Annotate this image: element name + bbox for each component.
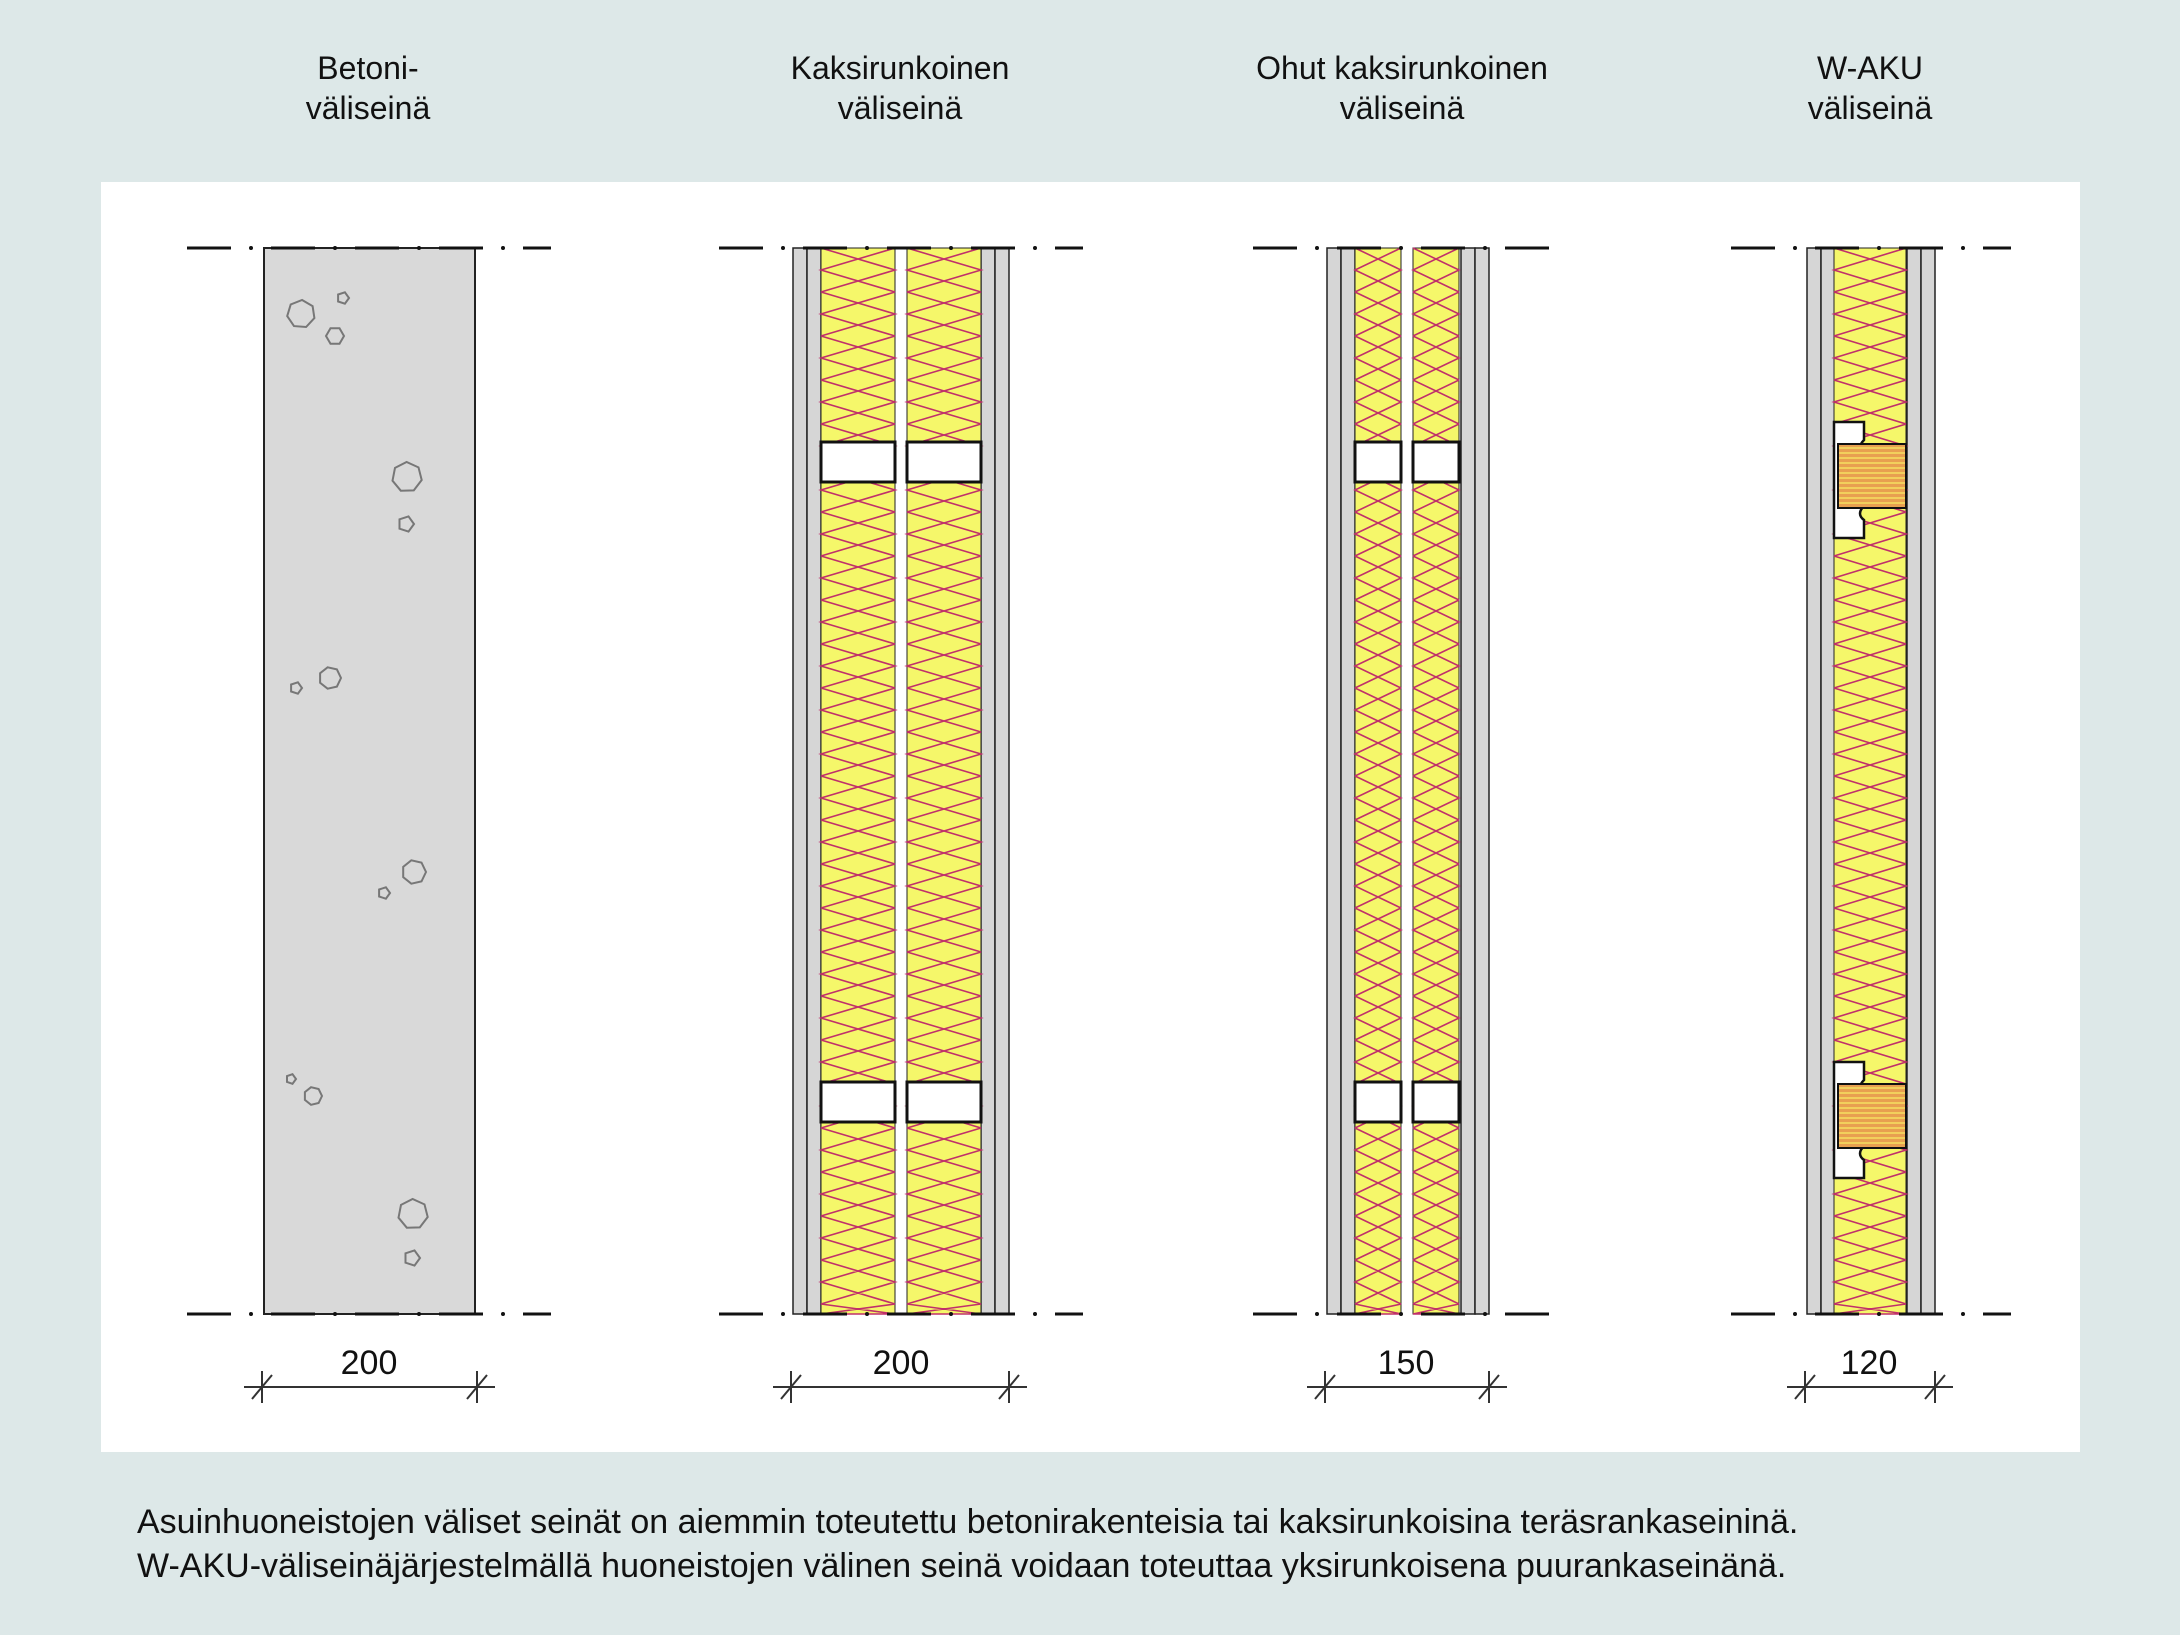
- gypsum-board: [980, 247, 996, 1315]
- steel-stud: [905, 1080, 983, 1124]
- gypsum-board: [1906, 247, 1922, 1315]
- steel-stud: [1411, 1080, 1461, 1124]
- gypsum-board: [994, 247, 1010, 1315]
- gypsum-board: [806, 247, 822, 1315]
- break-line-dot: [249, 246, 253, 250]
- caption: Asuinhuoneistojen väliset seinät on aiem…: [137, 1500, 2117, 1588]
- dimension-tick: [998, 1374, 1020, 1400]
- break-line-dot: [781, 246, 785, 250]
- break-line-dot: [249, 1312, 253, 1316]
- thickness-label-w-aku: 120: [1840, 1344, 1898, 1382]
- drawing-panel: 200 200 150 120: [101, 182, 2080, 1452]
- title-line-2: väliseinä: [837, 90, 963, 126]
- title-kaksirunkoinen: Kaksirunkoinen väliseinä: [700, 48, 1100, 128]
- wall-sections-diagram: [187, 246, 2011, 1403]
- gypsum-board: [1806, 247, 1822, 1315]
- break-line-dot: [501, 246, 505, 250]
- break-line-dot: [1961, 246, 1965, 250]
- break-line-dot: [333, 1312, 337, 1316]
- steel-stud: [1353, 1080, 1403, 1124]
- caption-line-2: W-AKU-väliseinäjärjestelmällä huoneistoj…: [137, 1547, 1787, 1585]
- wall-section-ohut-kaksirunkoinen: [1253, 246, 1549, 1403]
- gypsum-board: [1460, 247, 1476, 1315]
- break-line-dot: [781, 1312, 785, 1316]
- gypsum-board: [792, 247, 808, 1315]
- break-line-dot: [1877, 246, 1881, 250]
- dimension-tick: [1924, 1374, 1946, 1400]
- break-line-dot: [1793, 246, 1797, 250]
- steel-stud: [1411, 440, 1461, 484]
- break-line-dot: [333, 246, 337, 250]
- steel-stud: [1353, 440, 1403, 484]
- title-line-2: väliseinä: [305, 90, 431, 126]
- aggregate-stone: [402, 859, 428, 885]
- break-line-dot: [1483, 246, 1487, 250]
- break-line-dot: [1033, 246, 1037, 250]
- steel-stud: [905, 440, 983, 484]
- gypsum-board: [1340, 247, 1356, 1315]
- wall-section-betoni: [187, 246, 551, 1403]
- break-line-dot: [1483, 1312, 1487, 1316]
- break-line-dot: [1033, 1312, 1037, 1316]
- aggregate-stone: [303, 1086, 324, 1106]
- dimension-tick: [251, 1374, 273, 1400]
- steel-stud: [819, 1080, 897, 1124]
- aggregate-stone: [286, 298, 316, 329]
- concrete-slab: [263, 247, 476, 1315]
- aggregate-stone: [404, 1249, 422, 1267]
- dimension-tick: [780, 1374, 802, 1400]
- aggregate-stone: [319, 666, 343, 690]
- break-line-dot: [865, 1312, 869, 1316]
- title-betoni: Betoni- väliseinä: [168, 48, 568, 128]
- wall-section-kaksirunkoinen: [719, 246, 1083, 1403]
- insulation-fill: [820, 247, 896, 1315]
- aggregate-stone: [286, 1073, 298, 1085]
- insulation-fill: [906, 247, 982, 1315]
- thickness-label-ohut-kaksirunkoinen: 150: [1377, 1344, 1435, 1382]
- aggregate-stone: [397, 1197, 429, 1229]
- title-w-aku: W-AKU väliseinä: [1670, 48, 2070, 128]
- break-line-dot: [1399, 246, 1403, 250]
- wall-section-w-aku: [1731, 246, 2011, 1403]
- break-line-dot: [1315, 1312, 1319, 1316]
- break-line-dot: [1961, 1312, 1965, 1316]
- thickness-label-kaksirunkoinen: 200: [872, 1344, 930, 1382]
- steel-stud: [819, 440, 897, 484]
- insulation-fill: [1354, 247, 1402, 1315]
- break-line-dot: [417, 246, 421, 250]
- caption-line-1: Asuinhuoneistojen väliset seinät on aiem…: [137, 1503, 1799, 1541]
- thickness-label-betoni: 200: [340, 1344, 398, 1382]
- aggregate-stone: [391, 460, 423, 492]
- break-line-dot: [501, 1312, 505, 1316]
- aggregate-stone: [324, 327, 346, 345]
- break-line-dot: [1877, 1312, 1881, 1316]
- dimension-tick: [1478, 1374, 1500, 1400]
- dimension-tick: [1794, 1374, 1816, 1400]
- aggregate-stone: [290, 681, 304, 695]
- aggregate-stone: [378, 886, 392, 900]
- aggregate-stone: [337, 291, 351, 305]
- insulation-fill: [1412, 247, 1460, 1315]
- title-line-2: väliseinä: [1807, 90, 1933, 126]
- title-line-1: Kaksirunkoinen: [790, 50, 1010, 86]
- aggregate-stone: [398, 515, 416, 533]
- break-line-dot: [1315, 246, 1319, 250]
- break-line-dot: [1399, 1312, 1403, 1316]
- title-line-1: Betoni-: [317, 50, 419, 86]
- dimension-tick: [1314, 1374, 1336, 1400]
- gypsum-board: [1474, 247, 1490, 1315]
- gypsum-board: [1920, 247, 1936, 1315]
- break-line-dot: [1793, 1312, 1797, 1316]
- dimension-tick: [466, 1374, 488, 1400]
- break-line-dot: [949, 246, 953, 250]
- title-line-1: W-AKU: [1816, 50, 1924, 86]
- break-line-dot: [417, 1312, 421, 1316]
- title-line-2: väliseinä: [1339, 90, 1465, 126]
- break-line-dot: [949, 1312, 953, 1316]
- title-ohut-kaksirunkoinen: Ohut kaksirunkoinen väliseinä: [1202, 48, 1602, 128]
- break-line-dot: [865, 246, 869, 250]
- title-line-1: Ohut kaksirunkoinen: [1256, 50, 1548, 86]
- gypsum-board: [1326, 247, 1342, 1315]
